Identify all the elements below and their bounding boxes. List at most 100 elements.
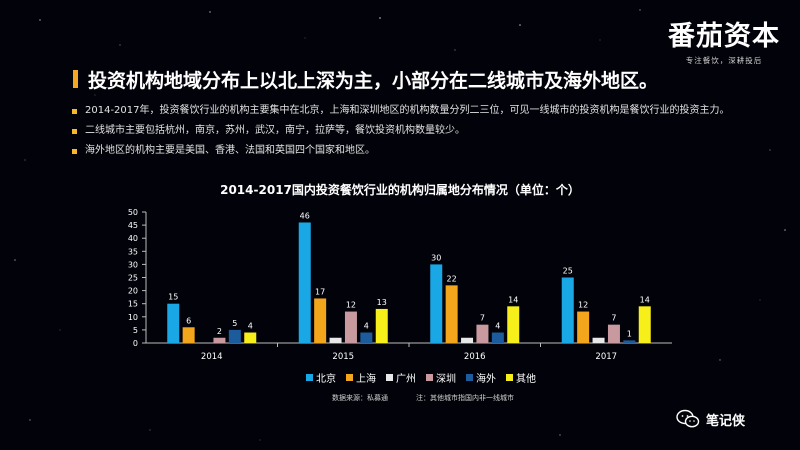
chart-legend: 北京 上海 广州 深圳 海外 其他	[306, 370, 536, 385]
bar-海外-2017	[623, 340, 636, 343]
bullet-item: 海外地区的机构主要是美国、香港、法国和英国四个国家和地区。	[72, 141, 712, 161]
page-title: 投资机构地域分布上以北上深为主，小部分在二线城市及海外地区。	[88, 70, 659, 92]
bar-广州-2015	[329, 337, 342, 343]
bar-上海-2017	[577, 311, 590, 343]
legend-label: 海外	[476, 374, 496, 385]
bar-其他-2014	[244, 332, 257, 343]
bar-value-label: 4	[248, 322, 253, 331]
bullet-text: 二线城市主要包括杭州，南京，苏州，武汉，南宁，拉萨等，餐饮投资机构数量较少。	[85, 125, 465, 136]
y-tick-label: 20	[128, 287, 138, 296]
bullet-text: 2014-2017年，投资餐饮行业的机构主要集中在北京，上海和深圳地区的机构数量…	[85, 105, 730, 116]
logo-tagline: 专注餐饮，深耕投后	[685, 56, 763, 65]
bullet-square-icon	[72, 108, 77, 114]
bar-value-label: 17	[315, 287, 325, 296]
legend-label: 深圳	[436, 374, 456, 385]
bar-value-label: 12	[346, 301, 356, 310]
bar-北京-2015	[298, 222, 311, 343]
legend-swatch	[506, 374, 513, 381]
legend-swatch	[426, 374, 433, 381]
x-tick-label: 2015	[332, 352, 354, 362]
y-tick-label: 0	[133, 339, 138, 348]
y-tick-label: 25	[128, 274, 138, 283]
legend-item: 其他	[506, 370, 536, 385]
legend-item: 深圳	[426, 370, 456, 385]
bar-上海-2014	[182, 327, 195, 343]
logo-wordmark: 番茄资本	[668, 21, 780, 52]
data-source-text: 数据来源：私募通	[332, 394, 388, 402]
bar-海外-2014	[228, 329, 241, 343]
bar-北京-2014	[167, 303, 180, 343]
bar-其他-2016	[507, 306, 520, 343]
bar-上海-2016	[445, 285, 458, 343]
bar-value-label: 15	[168, 293, 178, 302]
legend-label: 广州	[396, 374, 416, 385]
bar-value-label: 14	[508, 295, 518, 304]
bar-value-label: 22	[447, 274, 457, 283]
y-tick-label: 5	[133, 326, 138, 335]
bar-深圳-2015	[344, 311, 357, 343]
legend-label: 北京	[316, 374, 336, 385]
bar-value-label: 46	[300, 211, 310, 220]
legend-label: 其他	[516, 374, 536, 385]
bar-海外-2015	[360, 332, 373, 343]
bar-value-label: 4	[495, 322, 500, 331]
brand-logo: 番茄资本 专注餐饮，深耕投后	[668, 22, 780, 66]
legend-item: 广州	[386, 370, 416, 385]
chart-title: 2014-2017国内投资餐饮行业的机构归属地分布情况（单位：个）	[220, 183, 580, 197]
legend-swatch	[346, 374, 353, 381]
bar-深圳-2016	[476, 324, 489, 343]
bar-广州-2017	[592, 337, 605, 343]
bar-深圳-2017	[607, 324, 620, 343]
y-tick-label: 45	[128, 221, 138, 230]
legend-item: 上海	[346, 370, 376, 385]
bar-其他-2015	[375, 308, 388, 343]
bullet-item: 2014-2017年，投资餐饮行业的机构主要集中在北京，上海和深圳地区的机构数量…	[72, 101, 730, 121]
footnote-note-text: 注：其他城市指国内非一线城市	[416, 394, 514, 402]
bar-广州-2016	[461, 337, 474, 343]
bar-value-label: 14	[640, 295, 650, 304]
bullet-square-icon	[72, 128, 77, 134]
bar-value-label: 2	[217, 327, 222, 336]
bar-海外-2016	[491, 332, 504, 343]
bar-value-label: 4	[364, 322, 369, 331]
legend-item: 北京	[306, 370, 336, 385]
headline-accent-bar	[73, 70, 78, 88]
legend-item: 海外	[466, 370, 496, 385]
bar-value-label: 1	[627, 329, 632, 338]
bar-value-label: 5	[232, 319, 237, 328]
bar-北京-2016	[430, 264, 443, 343]
bar-深圳-2014	[213, 337, 226, 343]
bar-value-label: 12	[578, 301, 588, 310]
bar-value-label: 6	[186, 316, 191, 325]
chart-footnote: 数据来源：私募通 注：其他城市指国内非一线城市	[332, 393, 514, 403]
x-tick-label: 2017	[595, 352, 617, 362]
legend-swatch	[306, 374, 313, 381]
bar-value-label: 25	[563, 267, 573, 276]
bar-value-label: 7	[611, 314, 616, 323]
watermark-label: 笔记侠	[706, 413, 746, 429]
bar-上海-2015	[314, 298, 327, 343]
bullet-square-icon	[72, 148, 77, 154]
legend-label: 上海	[356, 374, 376, 385]
y-tick-label: 15	[128, 300, 138, 309]
bullet-text: 海外地区的机构主要是美国、香港、法国和英国四个国家和地区。	[85, 145, 375, 156]
x-tick-label: 2016	[464, 352, 486, 362]
y-tick-label: 50	[128, 208, 138, 217]
y-tick-label: 30	[128, 260, 138, 269]
legend-swatch	[466, 374, 473, 381]
bullet-list: 2014-2017年，投资餐饮行业的机构主要集中在北京，上海和深圳地区的机构数量…	[72, 101, 730, 161]
bar-北京-2017	[561, 277, 574, 343]
y-tick-label: 35	[128, 247, 138, 256]
bullet-item: 二线城市主要包括杭州，南京，苏州，武汉，南宁，拉萨等，餐饮投资机构数量较少。	[72, 121, 712, 141]
y-tick-label: 40	[128, 234, 138, 243]
bar-value-label: 30	[431, 253, 441, 262]
wechat-icon	[676, 409, 700, 428]
bar-value-label: 13	[377, 298, 387, 307]
x-tick-label: 2014	[201, 352, 223, 362]
bar-value-label: 7	[480, 314, 485, 323]
bar-其他-2017	[638, 306, 651, 343]
legend-swatch	[386, 374, 393, 381]
y-tick-label: 10	[128, 313, 138, 322]
watermark: 笔记侠	[676, 409, 745, 429]
